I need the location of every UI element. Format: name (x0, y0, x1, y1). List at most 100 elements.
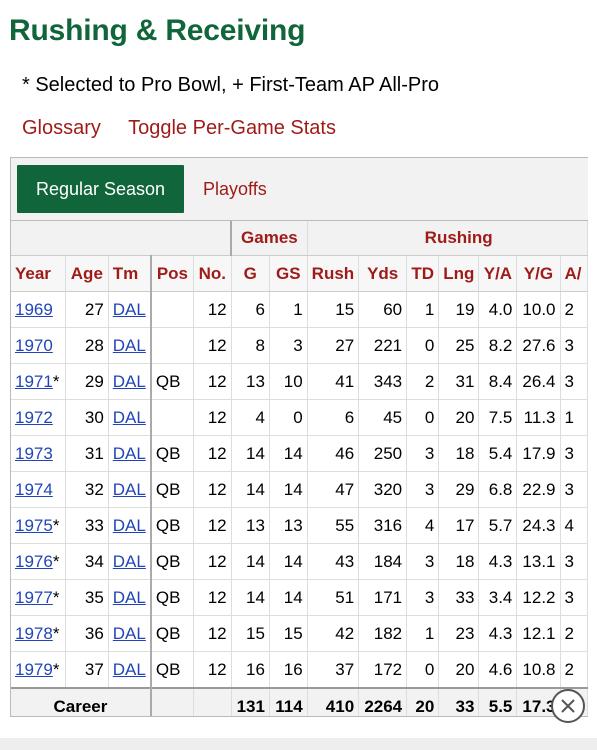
team-link[interactable]: DAL (112, 335, 146, 355)
year-link[interactable]: 1969 (15, 299, 53, 319)
col-year[interactable]: Year (11, 255, 66, 292)
year-link[interactable]: 1974 (15, 479, 53, 499)
year-link[interactable]: 1972 (15, 407, 53, 427)
col-g[interactable]: G (231, 255, 270, 292)
games-cell: 13 (231, 363, 270, 400)
year-link[interactable]: 1973 (15, 443, 53, 463)
table-row: 1975* 33 DAL QB 12 13 13 55 316 4 17 5.7 24.3 4 (11, 507, 588, 544)
age-cell: 28 (65, 327, 109, 364)
number-cell: 12 (193, 651, 232, 689)
career-yds: 2264 (358, 687, 408, 716)
tab-playoffs[interactable]: Playoffs (203, 179, 267, 199)
rush-td-cell: 0 (406, 651, 440, 689)
year-link[interactable]: 1975 (15, 515, 53, 535)
year-link[interactable]: 1977 (15, 587, 53, 607)
rush-lng-cell: 29 (438, 471, 480, 508)
yards-per-att-cell: 6.8 (478, 471, 518, 508)
team-link[interactable]: DAL (112, 623, 146, 643)
year-link[interactable]: 1979 (15, 659, 53, 679)
rush-lng-cell: 18 (438, 543, 480, 580)
rush-td-cell: 3 (406, 543, 440, 580)
year-cell: 1977* (11, 579, 66, 616)
yards-per-game-cell: 26.4 (516, 363, 561, 400)
table-row: 1977* 35 DAL QB 12 14 14 51 171 3 33 3.4 12.2 3 (11, 579, 588, 616)
att-per-game-cell: 2 (560, 615, 588, 652)
year-link[interactable]: 1971 (15, 371, 53, 391)
year-link[interactable]: 1976 (15, 551, 53, 571)
col-no[interactable]: No. (193, 255, 232, 292)
age-cell: 31 (65, 435, 109, 472)
year-link[interactable]: 1978 (15, 623, 53, 643)
rush-td-cell: 2 (406, 363, 440, 400)
career-label: Career (11, 687, 152, 716)
col-yg[interactable]: Y/G (516, 255, 561, 292)
team-link[interactable]: DAL (112, 479, 146, 499)
team-link[interactable]: DAL (112, 515, 146, 535)
pos-cell: QB (150, 615, 194, 652)
yards-per-att-cell: 4.6 (478, 651, 518, 689)
yards-per-game-cell: 27.6 (516, 327, 561, 364)
rush-yds-cell: 320 (358, 471, 408, 508)
games-cell: 13 (231, 507, 270, 544)
toggle-per-game-link[interactable]: Toggle Per-Game Stats (128, 117, 336, 139)
pos-cell: QB (150, 435, 194, 472)
career-td: 20 (406, 687, 440, 716)
table-row: 1974 32 DAL QB 12 14 14 47 320 3 29 6.8 22.9 3 (11, 471, 588, 508)
rush-yds-cell: 172 (358, 651, 408, 689)
rush-yds-cell: 343 (358, 363, 408, 400)
career-pos (150, 687, 194, 716)
games-cell: 4 (231, 399, 270, 436)
rush-yds-cell: 182 (358, 615, 408, 652)
team-link[interactable]: DAL (112, 551, 146, 571)
yards-per-att-cell: 8.2 (478, 327, 518, 364)
stats-table: Games Rushing Year Age Tm Pos No. G GS R… (11, 221, 588, 716)
yards-per-game-cell: 24.3 (516, 507, 561, 544)
team-cell: DAL (108, 435, 152, 472)
pro-bowl-marker: * (52, 587, 60, 607)
team-cell: DAL (108, 579, 152, 616)
col-yds[interactable]: Yds (358, 255, 408, 292)
number-cell: 12 (193, 507, 232, 544)
col-ya[interactable]: Y/A (478, 255, 518, 292)
team-link[interactable]: DAL (112, 659, 146, 679)
glossary-link[interactable]: Glossary (22, 117, 101, 139)
rush-att-cell: 47 (307, 471, 360, 508)
team-link[interactable]: DAL (112, 371, 146, 391)
year-cell: 1970 (11, 327, 66, 364)
pos-cell: QB (150, 507, 194, 544)
career-gs: 114 (269, 687, 308, 716)
col-gs[interactable]: GS (269, 255, 308, 292)
team-link[interactable]: DAL (112, 299, 146, 319)
tab-regular-season[interactable]: Regular Season (17, 165, 184, 213)
year-cell: 1972 (11, 399, 66, 436)
table-row: 1978* 36 DAL QB 12 15 15 42 182 1 23 4.3 12.1 2 (11, 615, 588, 652)
rush-yds-cell: 60 (358, 291, 408, 328)
rush-att-cell: 37 (307, 651, 360, 689)
col-lng[interactable]: Lng (438, 255, 480, 292)
col-team[interactable]: Tm (108, 255, 152, 292)
team-link[interactable]: DAL (112, 407, 146, 427)
table-row: 1969 27 DAL 12 6 1 15 60 1 19 4.0 10.0 2 (11, 291, 588, 328)
team-cell: DAL (108, 615, 152, 652)
yards-per-game-cell: 11.3 (516, 399, 561, 436)
group-games: Games (231, 221, 308, 256)
col-rush[interactable]: Rush (307, 255, 360, 292)
year-cell: 1971* (11, 363, 66, 400)
year-cell: 1974 (11, 471, 66, 508)
games-started-cell: 0 (269, 399, 308, 436)
rush-td-cell: 4 (406, 507, 440, 544)
year-link[interactable]: 1970 (15, 335, 53, 355)
col-td[interactable]: TD (406, 255, 440, 292)
col-age[interactable]: Age (65, 255, 109, 292)
pos-cell: QB (150, 471, 194, 508)
number-cell: 12 (193, 471, 232, 508)
att-per-game-cell: 1 (560, 399, 588, 436)
close-button[interactable] (551, 689, 585, 723)
bottom-bar (0, 738, 597, 750)
team-link[interactable]: DAL (112, 443, 146, 463)
col-pos[interactable]: Pos (150, 255, 194, 292)
rush-lng-cell: 19 (438, 291, 480, 328)
col-att-per-game[interactable]: A/ (560, 255, 588, 292)
team-link[interactable]: DAL (112, 587, 146, 607)
pos-cell (150, 291, 194, 328)
